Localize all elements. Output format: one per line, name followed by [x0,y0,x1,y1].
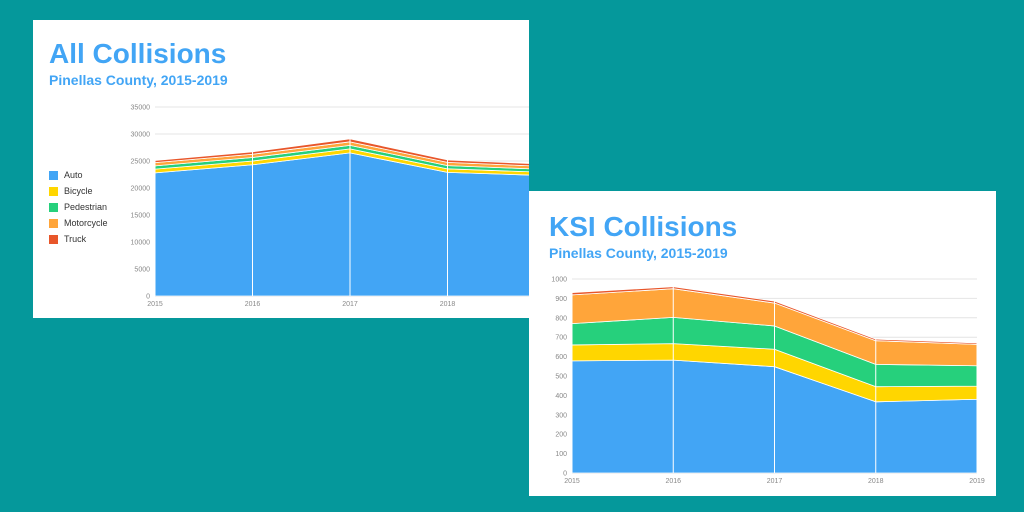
y-tick-label: 600 [555,354,567,361]
legend-label: Pedestrian [64,202,108,212]
legend-swatch [49,218,58,228]
legend-label: Truck [64,234,87,244]
x-tick-label: 2019 [969,478,985,485]
legend-label: Bicycle [64,186,93,196]
all-collisions-card: All Collisions Pinellas County, 2015-201… [33,20,529,318]
y-tick-label: 0 [146,294,150,301]
chart-legend: Auto Bicycle Pedestrian Motorcycle Truck [49,167,108,247]
area-series-auto [154,152,529,297]
legend-swatch [49,186,58,196]
legend-swatch [49,234,58,244]
legend-swatch [49,202,58,212]
x-tick-label: 2018 [868,478,884,485]
x-tick-label: 2017 [767,478,783,485]
y-tick-label: 500 [555,374,567,381]
y-tick-label: 200 [555,432,567,439]
all-collisions-chart: 0 5000 10000 15000 20000 25000 30000 35000 2015 2… [131,105,529,308]
legend-item-pedestrian: Pedestrian [49,199,108,215]
y-tick-label: 700 [555,335,567,342]
legend-item-auto: Auto [49,167,108,183]
chart-title: KSI Collisions [549,211,738,242]
x-tick-label: 2017 [342,301,358,308]
x-tick-label: 2016 [245,301,261,308]
y-tick-label: 15000 [131,213,151,220]
y-tick-label: 900 [555,296,567,303]
chart-subtitle: Pinellas County, 2015-2019 [49,72,228,88]
y-tick-label: 10000 [131,240,151,247]
legend-item-truck: Truck [49,231,108,247]
y-tick-label: 300 [555,412,567,419]
y-tick-label: 20000 [131,186,151,193]
ksi-collisions-chart: 0 100 200 300 400 500 600 700 800 900 1000 2015 2016… [551,277,985,486]
x-tick-label: 2016 [665,478,681,485]
y-tick-label: 5000 [134,267,150,274]
ksi-collisions-card: KSI Collisions Pinellas County, 2015-201… [529,191,996,496]
y-tick-label: 100 [555,451,567,458]
chart-title: All Collisions [49,38,227,69]
y-tick-label: 0 [563,471,567,478]
legend-label: Auto [64,170,83,180]
y-tick-label: 400 [555,393,567,400]
y-tick-label: 1000 [551,277,567,284]
x-tick-label: 2018 [440,301,456,308]
y-tick-label: 800 [555,315,567,322]
x-tick-label: 2015 [564,478,580,485]
legend-item-bicycle: Bicycle [49,183,108,199]
y-tick-label: 30000 [131,132,151,139]
x-tick-label: 2015 [147,301,163,308]
legend-label: Motorcycle [64,218,108,228]
legend-swatch [49,170,58,180]
legend-item-motorcycle: Motorcycle [49,215,108,231]
y-tick-label: 35000 [131,105,151,112]
chart-subtitle: Pinellas County, 2015-2019 [549,245,728,261]
area-series-truck [154,138,529,167]
y-tick-label: 25000 [131,159,151,166]
